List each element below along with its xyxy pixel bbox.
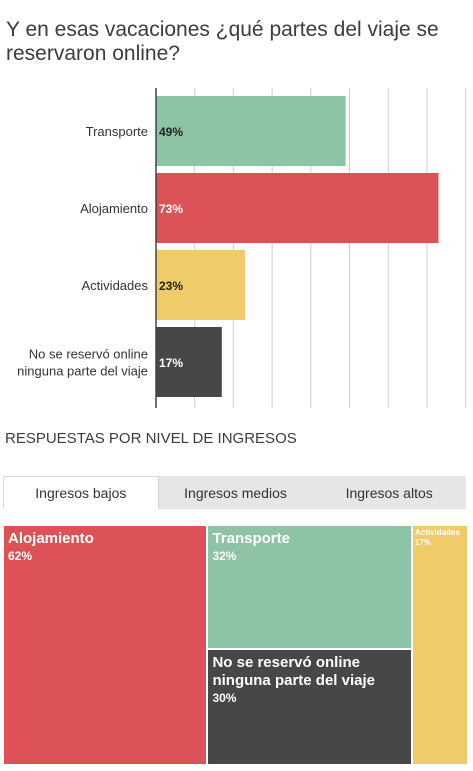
treemap-cell-actividades: Actividades 17% — [411, 525, 468, 765]
treemap-label: Transporte — [212, 530, 290, 547]
tab-ingresos-bajos[interactable]: Ingresos bajos — [3, 476, 159, 509]
bar — [156, 327, 222, 397]
treemap: Alojamiento 62% Transporte 32% No se res… — [3, 525, 468, 765]
treemap-label: Actividades — [414, 528, 460, 537]
treemap-label: Alojamiento — [8, 530, 94, 547]
category-label: Transporte — [86, 124, 148, 139]
income-tabs: Ingresos bajos Ingresos medios Ingresos … — [3, 476, 466, 509]
treemap-value: 32% — [212, 549, 237, 563]
tab-ingresos-altos[interactable]: Ingresos altos — [345, 484, 433, 501]
treemap-value: 62% — [8, 549, 33, 563]
bar — [156, 173, 439, 243]
bar-value-label: 73% — [159, 202, 183, 216]
bar-value-label: 17% — [159, 356, 183, 370]
page-title: Y en esas vacaciones ¿qué partes del via… — [6, 18, 439, 65]
treemap-cell-alojamiento: Alojamiento 62% — [3, 525, 208, 765]
category-label: No se reservó online — [29, 347, 148, 362]
bar-chart: 49% Transporte 73% Alojamiento 23% Actividade… — [17, 88, 467, 408]
tab-ingresos-medios[interactable]: Ingresos medios — [184, 484, 287, 501]
treemap-cell-transporte: Transporte 32% — [207, 525, 412, 649]
treemap-label: No se reservó online ninguna parte del v… — [212, 653, 375, 689]
bar-value-label: 23% — [159, 279, 183, 293]
category-label: Alojamiento — [80, 201, 148, 216]
treemap-value: 30% — [212, 690, 237, 705]
treemap-cell-ninguna: No se reservó online ninguna parte del v… — [207, 648, 412, 765]
treemap-value: 17% — [414, 538, 431, 547]
bar — [156, 96, 346, 166]
category-label: ninguna parte del viaje — [17, 364, 148, 379]
bar-value-label: 49% — [159, 125, 183, 139]
category-label: Actividades — [82, 278, 149, 293]
section-title: RESPUESTAS POR NIVEL DE INGRESOS — [5, 430, 297, 447]
bar — [156, 250, 246, 320]
